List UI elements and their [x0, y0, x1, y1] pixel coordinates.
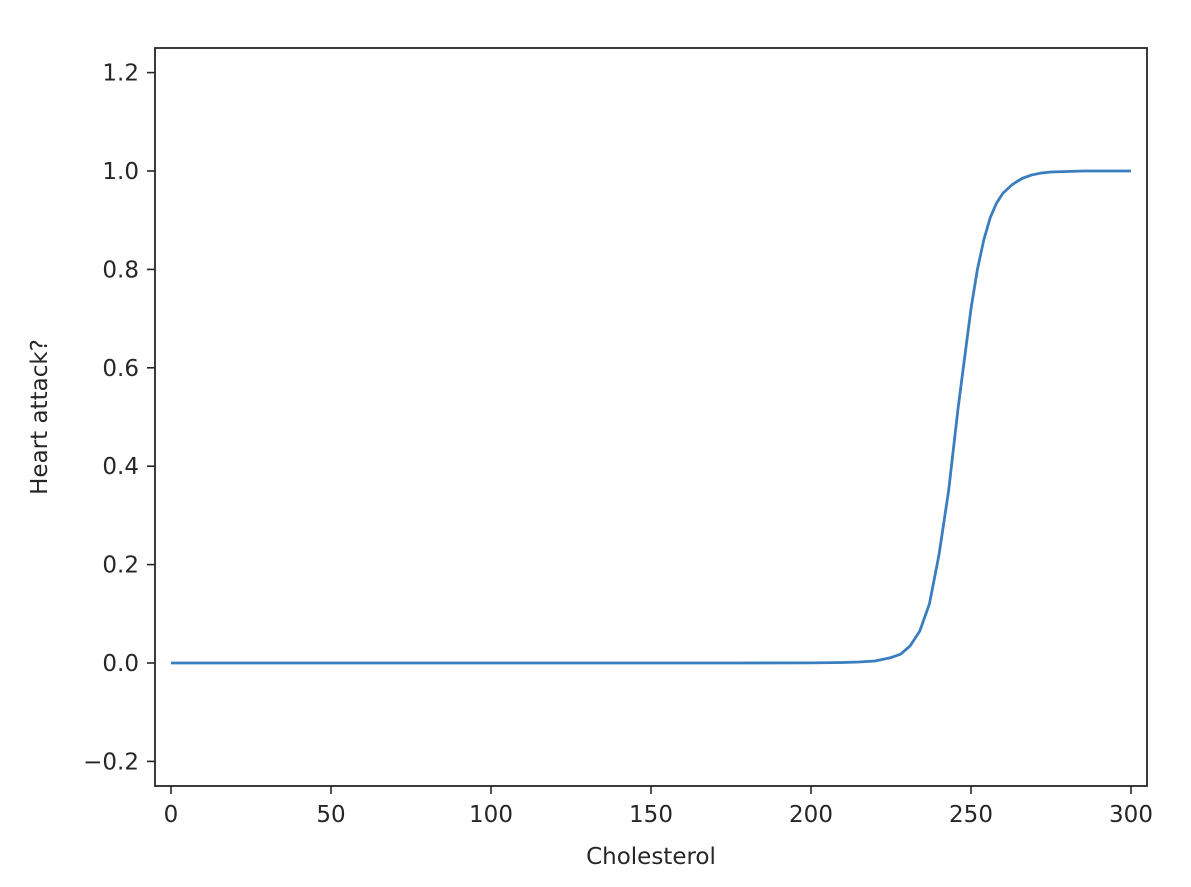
- y-tick-label: 1.2: [102, 61, 139, 87]
- x-axis-label: Cholesterol: [586, 844, 716, 870]
- x-tick-label: 0: [164, 802, 179, 828]
- x-tick-label: 50: [316, 802, 345, 828]
- plot-frame: [154, 47, 1148, 787]
- y-tick-label: 0.2: [102, 553, 139, 579]
- y-tick-label: 1.0: [102, 159, 139, 185]
- x-tick-label: 150: [629, 802, 673, 828]
- x-tick-label: 250: [949, 802, 993, 828]
- y-tick-label: 0.4: [102, 454, 139, 480]
- y-axis-label: Heart attack?: [27, 339, 53, 495]
- x-tick-label: 200: [789, 802, 833, 828]
- y-axis: −0.2 0.0 0.2 0.4 0.6 0.8 1.0 1.2: [83, 61, 155, 775]
- x-axis: 0 50 100 150 200 250 300: [164, 786, 1153, 828]
- y-tick-label: 0.0: [102, 651, 139, 677]
- y-tick-label: −0.2: [83, 749, 139, 775]
- y-tick-label: 0.6: [102, 356, 139, 382]
- series-line: [171, 169, 1131, 665]
- x-tick-label: 100: [469, 802, 513, 828]
- y-tick-label: 0.8: [102, 257, 139, 283]
- plot-background: [155, 48, 1147, 786]
- x-tick-label: 300: [1109, 802, 1153, 828]
